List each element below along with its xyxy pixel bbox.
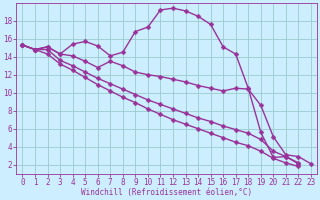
X-axis label: Windchill (Refroidissement éolien,°C): Windchill (Refroidissement éolien,°C) bbox=[81, 188, 252, 197]
